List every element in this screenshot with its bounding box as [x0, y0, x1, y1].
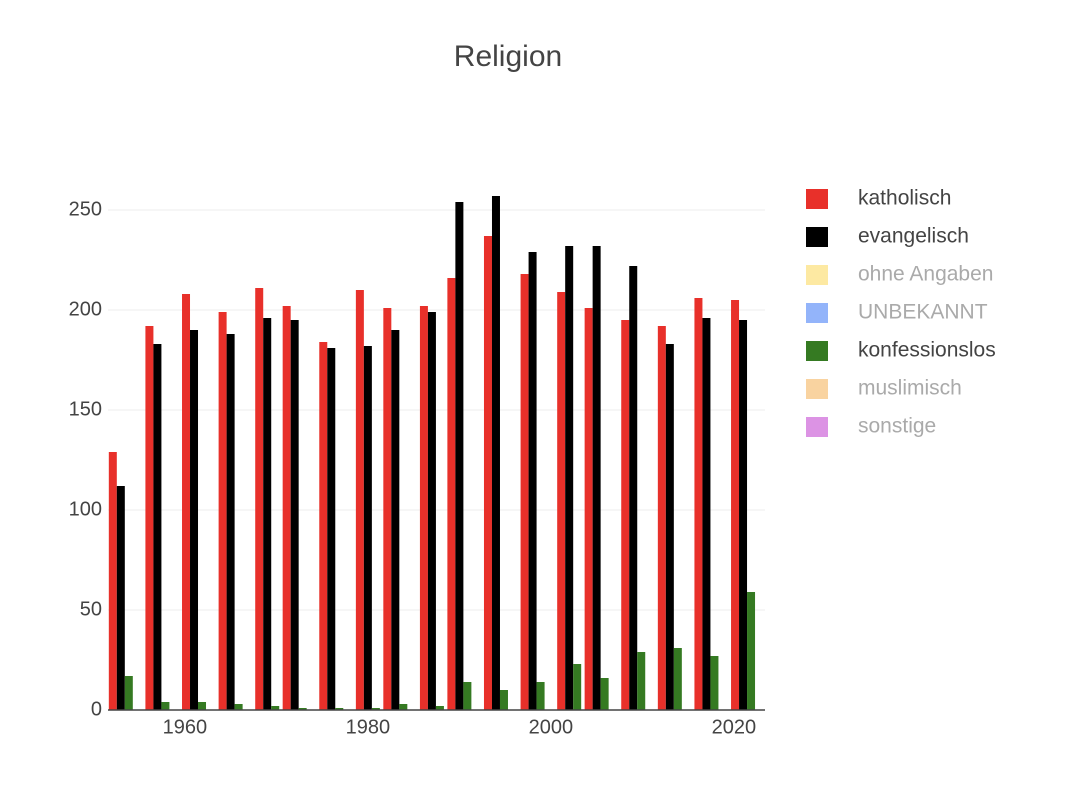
legend-swatch[interactable]	[806, 265, 828, 285]
legend-label[interactable]: muslimisch	[858, 377, 962, 400]
legend-label[interactable]: evangelisch	[858, 225, 969, 248]
bar	[190, 330, 199, 710]
bar	[327, 348, 336, 710]
bar	[218, 312, 227, 710]
bar	[255, 288, 264, 710]
x-tick-label: 2020	[712, 716, 757, 738]
bar	[335, 708, 344, 710]
bar	[592, 246, 601, 710]
x-tick-label: 2000	[529, 716, 574, 738]
bar	[665, 344, 674, 710]
bar	[455, 202, 464, 710]
bar	[124, 676, 133, 710]
bar	[363, 346, 372, 710]
bar	[263, 318, 272, 710]
bar	[226, 334, 235, 710]
bar	[391, 330, 400, 710]
bar	[694, 298, 703, 710]
bar	[383, 308, 392, 710]
bar	[499, 690, 508, 710]
bar	[153, 344, 162, 710]
bar	[731, 300, 740, 710]
y-tick-label: 200	[69, 298, 102, 320]
bar	[747, 592, 756, 710]
bar	[584, 308, 593, 710]
bar	[483, 236, 492, 710]
bar	[108, 452, 117, 710]
x-tick-label: 1960	[163, 716, 208, 738]
bar	[427, 312, 436, 710]
bar	[234, 704, 243, 710]
y-tick-label: 100	[69, 498, 102, 520]
bar	[673, 648, 682, 710]
y-tick-label: 150	[69, 398, 102, 420]
y-tick-label: 0	[91, 698, 102, 720]
bar	[447, 278, 456, 710]
y-tick-label: 250	[69, 198, 102, 220]
bar	[145, 326, 154, 710]
bar	[319, 342, 328, 710]
legend-label[interactable]: UNBEKANNT	[858, 301, 988, 324]
bar	[520, 274, 529, 710]
bar	[657, 326, 666, 710]
bar	[371, 708, 380, 710]
legend-swatch[interactable]	[806, 379, 828, 399]
bar	[116, 486, 125, 710]
bar	[463, 682, 472, 710]
bar	[282, 306, 291, 710]
bar	[491, 196, 500, 710]
bar	[435, 706, 444, 710]
bar	[557, 292, 566, 710]
bar	[710, 656, 719, 710]
bar	[271, 706, 280, 710]
bar	[290, 320, 299, 710]
legend-label[interactable]: konfessionslos	[858, 339, 996, 362]
bar	[528, 252, 537, 710]
legend-label[interactable]: sonstige	[858, 415, 936, 438]
bar	[419, 306, 428, 710]
x-tick-label: 1980	[346, 716, 391, 738]
legend-swatch[interactable]	[806, 189, 828, 209]
chart-title: Religion	[454, 40, 562, 73]
bar	[399, 704, 408, 710]
bar	[629, 266, 638, 710]
bar	[536, 682, 545, 710]
legend-swatch[interactable]	[806, 303, 828, 323]
bar	[739, 320, 748, 710]
bar	[298, 708, 307, 710]
bar	[702, 318, 711, 710]
legend-swatch[interactable]	[806, 341, 828, 361]
bar	[565, 246, 574, 710]
bar	[600, 678, 609, 710]
bar	[355, 290, 364, 710]
bar	[182, 294, 191, 710]
y-tick-label: 50	[80, 598, 102, 620]
legend-swatch[interactable]	[806, 417, 828, 437]
legend-label[interactable]: katholisch	[858, 187, 951, 210]
legend-swatch[interactable]	[806, 227, 828, 247]
bar	[621, 320, 630, 710]
bar	[198, 702, 207, 710]
bar	[637, 652, 646, 710]
legend-label[interactable]: ohne Angaben	[858, 263, 993, 286]
bar	[161, 702, 170, 710]
bar	[573, 664, 582, 710]
